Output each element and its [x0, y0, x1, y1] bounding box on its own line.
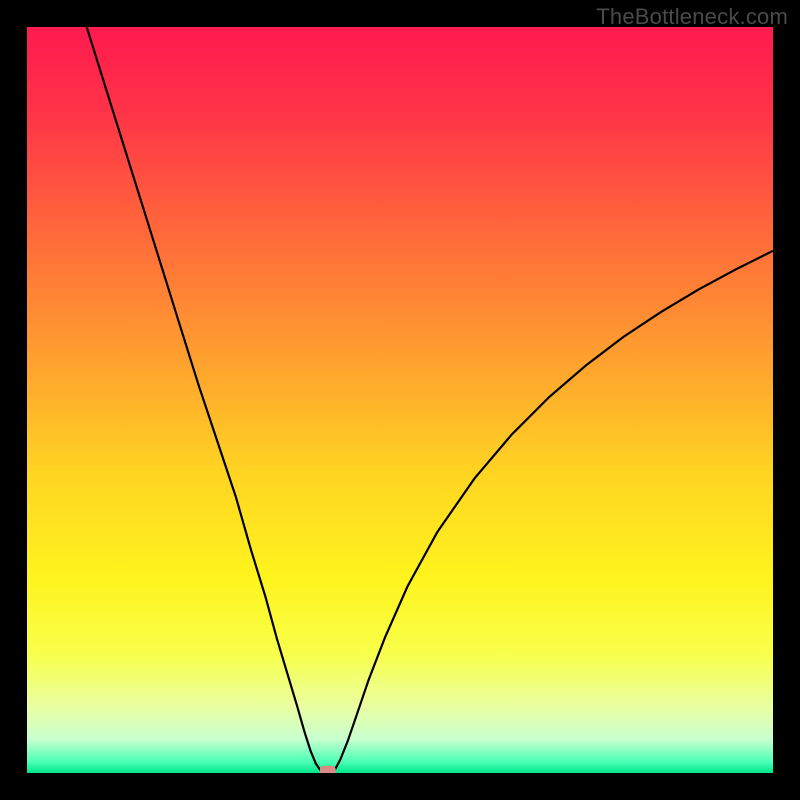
bottleneck-curve-left	[87, 27, 324, 773]
optimal-point-marker	[319, 766, 335, 773]
chart-plot-area	[27, 27, 773, 773]
bottleneck-curve-right	[331, 251, 773, 773]
chart-curve-svg	[27, 27, 773, 773]
watermark-text: TheBottleneck.com	[596, 4, 788, 30]
